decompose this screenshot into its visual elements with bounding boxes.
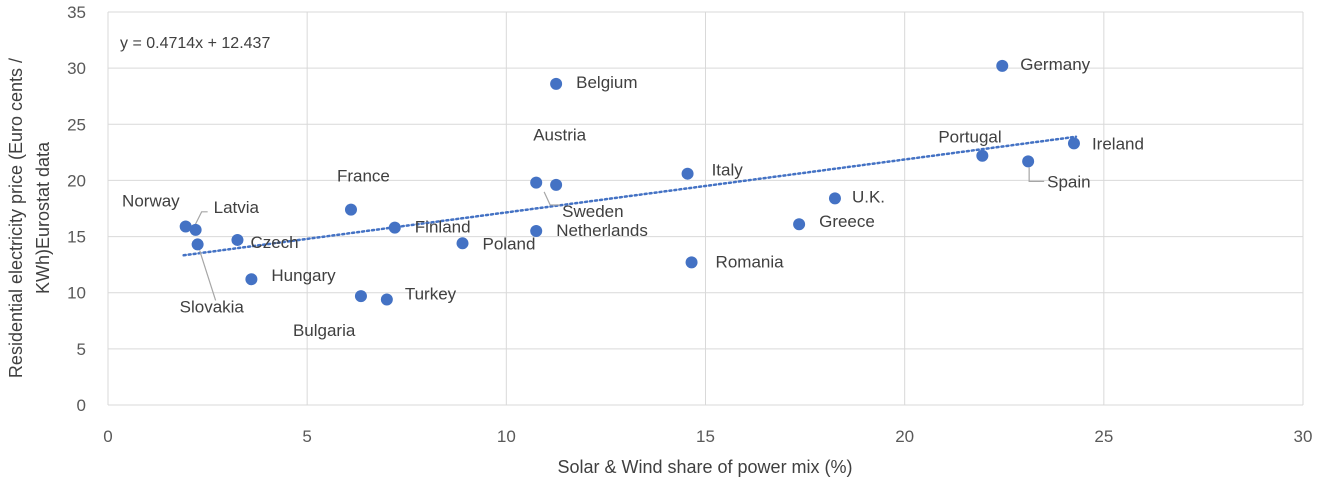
data-label-sweden: Sweden (562, 202, 623, 221)
data-labels: Norway Latvia Slovakia Czech Hungary France Bu… (122, 55, 1144, 340)
y-tick-label: 5 (77, 340, 86, 359)
trendline-equation: y = 0.4714x + 12.437 (120, 35, 270, 52)
x-axis-title: Solar & Wind share of power mix (%) (557, 457, 852, 477)
data-point-u-k (828, 192, 841, 205)
data-points (179, 59, 1080, 306)
data-point-hungary (245, 273, 258, 286)
data-point-finland (388, 221, 401, 234)
y-tick-label: 15 (67, 228, 86, 247)
data-point-belgium (550, 77, 563, 90)
leader-line-spain (1028, 167, 1045, 182)
data-point-romania (685, 256, 698, 269)
data-point-poland (456, 237, 469, 250)
data-label-ireland: Ireland (1092, 134, 1144, 153)
data-point-czech (231, 233, 244, 246)
data-point-italy (681, 167, 694, 180)
data-label-poland: Poland (483, 234, 536, 253)
x-tick-label: 20 (895, 427, 914, 446)
y-axis-title-line-2: KWh)Eurostat data (33, 141, 53, 294)
x-tick-labels: 0 5 10 15 20 25 30 (103, 427, 1312, 446)
data-label-u-k: U.K. (852, 187, 885, 206)
y-tick-label: 0 (77, 396, 86, 415)
data-point-austria (530, 176, 543, 189)
x-tick-label: 0 (103, 427, 112, 446)
data-point-slovakia (191, 238, 204, 251)
data-label-finland: Finland (415, 218, 471, 237)
data-point-ireland (1067, 137, 1080, 150)
data-label-netherlands: Netherlands (556, 221, 648, 240)
data-point-bulgaria (354, 290, 367, 303)
x-tick-label: 30 (1294, 427, 1313, 446)
data-label-hungary: Hungary (271, 266, 336, 285)
data-point-spain (1022, 155, 1035, 168)
data-label-czech: Czech (250, 233, 298, 252)
data-point-sweden (550, 178, 563, 191)
trendline (182, 135, 1078, 257)
data-label-greece: Greece (819, 212, 875, 231)
data-point-norway (179, 220, 192, 233)
leader-line-sweden (543, 191, 561, 206)
data-label-turkey: Turkey (405, 284, 457, 303)
data-label-romania: Romania (716, 252, 785, 271)
leader-line-latvia (194, 211, 208, 227)
data-point-france (344, 203, 357, 216)
label-leader-lines (194, 167, 1045, 301)
data-label-france: France (337, 167, 390, 186)
data-point-greece (793, 218, 806, 231)
data-point-germany (996, 59, 1009, 72)
x-tick-label: 15 (696, 427, 715, 446)
data-point-latvia (189, 223, 202, 236)
y-tick-label: 25 (67, 115, 86, 134)
y-axis-title-line-1: Residential electricity price (Euro cent… (6, 58, 26, 378)
data-label-norway: Norway (122, 191, 180, 210)
data-label-germany: Germany (1020, 55, 1090, 74)
y-tick-label: 20 (67, 171, 86, 190)
data-label-slovakia: Slovakia (180, 297, 245, 316)
y-tick-labels: 0 5 10 15 20 25 30 35 (67, 3, 86, 415)
x-tick-label: 25 (1094, 427, 1113, 446)
leader-line-slovakia (199, 250, 217, 301)
grid (107, 11, 1304, 406)
y-tick-label: 10 (67, 284, 86, 303)
data-point-netherlands (530, 224, 543, 237)
data-label-latvia: Latvia (214, 198, 260, 217)
data-label-italy: Italy (712, 161, 744, 180)
x-tick-label: 10 (497, 427, 516, 446)
data-label-belgium: Belgium (576, 73, 637, 92)
data-label-portugal: Portugal (938, 128, 1001, 147)
data-point-turkey (380, 293, 393, 306)
data-label-austria: Austria (533, 126, 586, 145)
data-label-spain: Spain (1047, 172, 1090, 191)
y-tick-label: 35 (67, 3, 86, 22)
data-label-bulgaria: Bulgaria (293, 321, 356, 340)
data-point-portugal (976, 149, 989, 162)
y-axis-title: Residential electricity price (Euro cent… (6, 58, 53, 378)
y-tick-label: 30 (67, 59, 86, 78)
x-tick-label: 5 (302, 427, 311, 446)
